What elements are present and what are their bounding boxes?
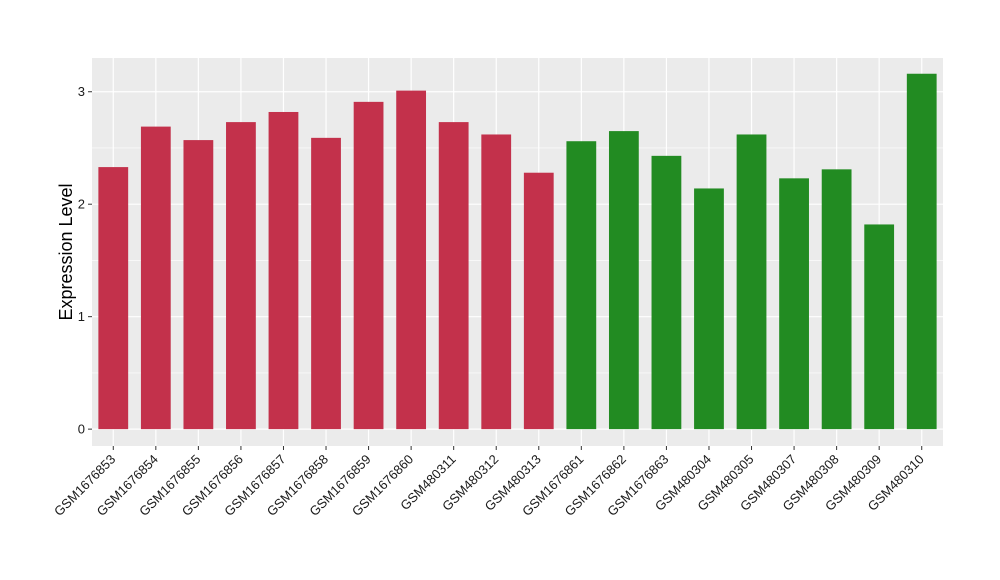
y-tick-label: 2 (78, 197, 85, 212)
bar-GSM480312 (481, 134, 512, 430)
bar-GSM1676863 (651, 155, 682, 430)
bar-GSM1676861 (566, 141, 597, 430)
bar-GSM480311 (438, 122, 469, 430)
y-tick-label: 0 (78, 422, 85, 437)
bar-GSM480310 (906, 73, 937, 430)
bars (98, 73, 937, 430)
bar-GSM480309 (864, 224, 895, 430)
plot-panel (92, 58, 943, 446)
bar-GSM480304 (694, 188, 724, 430)
bar-GSM480305 (736, 134, 767, 430)
bar-GSM1676858 (311, 137, 341, 430)
y-tick-label: 3 (78, 84, 85, 99)
bar-GSM1676854 (140, 126, 171, 430)
bar-GSM1676860 (396, 90, 427, 430)
y-axis: 0 1 2 3 (78, 84, 92, 437)
bar-GSM1676856 (226, 122, 256, 430)
bar-GSM1676859 (353, 101, 384, 430)
bar-GSM480308 (821, 169, 852, 430)
x-axis: GSM1676853GSM1676854GSM1676855GSM1676856… (51, 446, 927, 519)
bar-GSM1676855 (183, 140, 214, 430)
bar-GSM480313 (523, 172, 554, 430)
bar-GSM1676853 (98, 167, 129, 430)
y-axis-title: Expression Level (56, 183, 76, 320)
y-tick-label: 1 (78, 309, 85, 324)
bar-GSM1676862 (608, 131, 639, 430)
bar-GSM480307 (779, 178, 809, 430)
bar-GSM1676857 (268, 111, 299, 430)
